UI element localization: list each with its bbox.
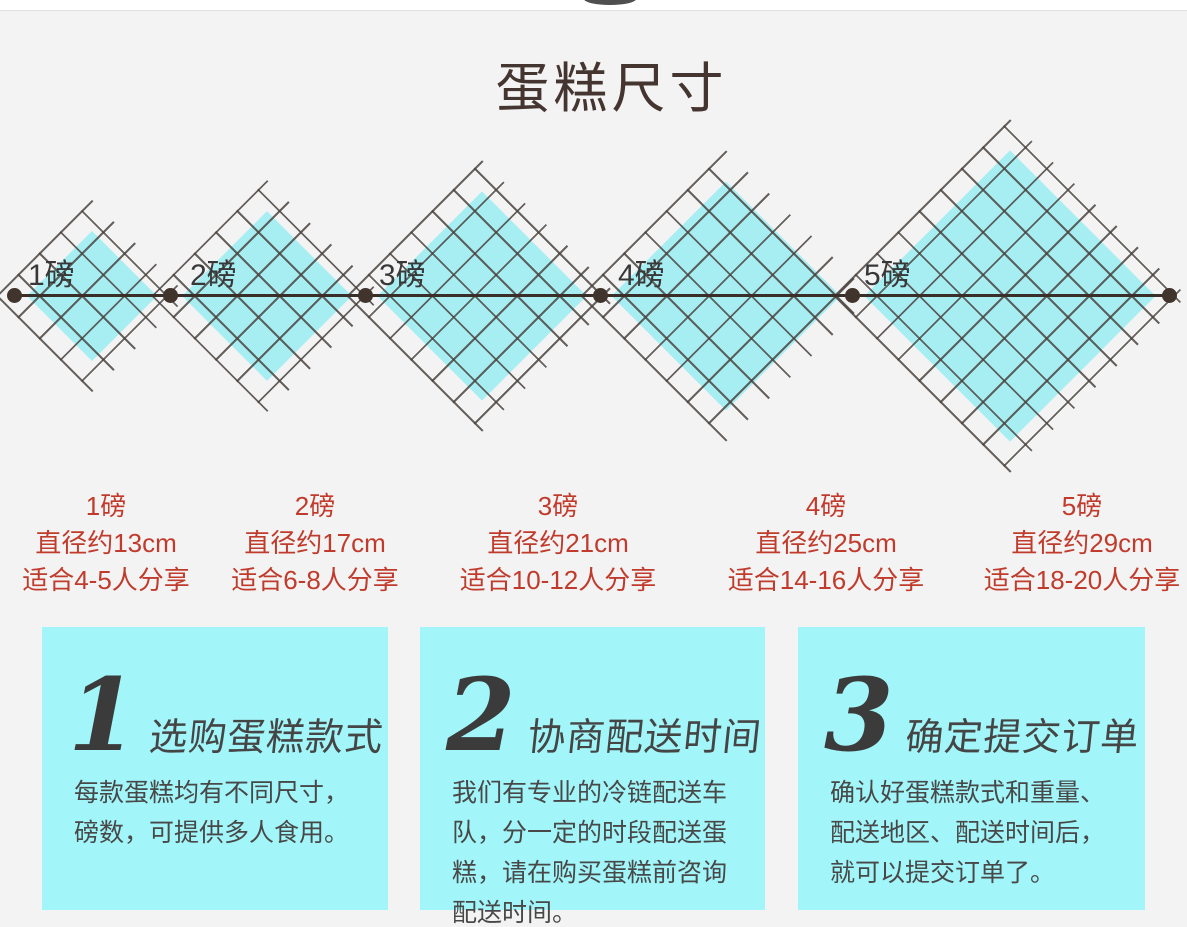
axis-label-4lb: 4磅 bbox=[618, 259, 665, 292]
caption-diameter: 直径约17cm bbox=[244, 528, 386, 558]
cake-size-diagram: 1磅 2磅 3磅 4磅 5磅 bbox=[0, 119, 1187, 473]
step-header: 1 选购蛋糕款式 bbox=[68, 665, 388, 765]
step-header: 3 确定提交订单 bbox=[824, 665, 1145, 765]
top-notch-decoration bbox=[584, 0, 636, 5]
axis-line bbox=[14, 294, 1169, 297]
axis-dot bbox=[1162, 288, 1177, 303]
caption-diameter: 直径约29cm bbox=[1011, 528, 1153, 558]
caption-serving: 适合10-12人分享 bbox=[459, 565, 657, 595]
axis-dot bbox=[845, 288, 860, 303]
size-caption-4lb: 4磅 直径约25cm 适合14-16人分享 bbox=[686, 488, 966, 599]
axis-dot bbox=[593, 288, 608, 303]
size-caption-5lb: 5磅 直径约29cm 适合18-20人分享 bbox=[942, 488, 1187, 599]
axis-label-3lb: 3磅 bbox=[379, 259, 426, 292]
axis-dot bbox=[163, 288, 178, 303]
step-description: 每款蛋糕均有不同尺寸，磅数，可提供多人食用。 bbox=[74, 779, 350, 847]
caption-serving: 适合14-16人分享 bbox=[727, 565, 925, 595]
step-card-1: 1 选购蛋糕款式 每款蛋糕均有不同尺寸，磅数，可提供多人食用。 bbox=[42, 627, 388, 910]
step-header: 2 协商配送时间 bbox=[446, 665, 765, 765]
caption-serving: 适合18-20人分享 bbox=[983, 565, 1181, 595]
axis-dot bbox=[358, 288, 373, 303]
step-number: 1 bbox=[68, 656, 138, 774]
caption-pound: 5磅 bbox=[1061, 491, 1103, 521]
page-title: 蛋糕尺寸 bbox=[495, 59, 728, 119]
caption-diameter: 直径约21cm bbox=[487, 528, 629, 558]
axis-label-2lb: 2磅 bbox=[190, 259, 237, 292]
step-title: 协商配送时间 bbox=[524, 717, 764, 759]
axis-label-5lb: 5磅 bbox=[864, 259, 911, 292]
size-caption-3lb: 3磅 直径约21cm 适合10-12人分享 bbox=[418, 488, 698, 599]
size-caption-1lb: 1磅 直径约13cm 适合4-5人分享 bbox=[0, 488, 246, 599]
size-caption-2lb: 2磅 直径约17cm 适合6-8人分享 bbox=[175, 488, 455, 599]
caption-serving: 适合6-8人分享 bbox=[231, 565, 399, 595]
caption-pound: 4磅 bbox=[805, 491, 847, 521]
axis-dot bbox=[7, 288, 22, 303]
top-strip bbox=[0, 0, 1187, 11]
step-card-3: 3 确定提交订单 确认好蛋糕款式和重量、配送地区、配送时间后，就可以提交订单了。 bbox=[798, 627, 1145, 910]
caption-pound: 1磅 bbox=[85, 491, 127, 521]
step-description: 确认好蛋糕款式和重量、配送地区、配送时间后，就可以提交订单了。 bbox=[830, 779, 1106, 887]
step-number: 2 bbox=[446, 656, 516, 774]
caption-serving: 适合4-5人分享 bbox=[22, 565, 190, 595]
axis-label-1lb: 1磅 bbox=[28, 259, 75, 292]
step-number: 3 bbox=[824, 656, 894, 774]
step-title: 选购蛋糕款式 bbox=[146, 717, 386, 759]
caption-diameter: 直径约25cm bbox=[755, 528, 897, 558]
step-description: 我们有专业的冷链配送车队，分一定的时段配送蛋糕，请在购买蛋糕前咨询配送时间。 bbox=[452, 779, 728, 927]
step-title: 确定提交订单 bbox=[902, 717, 1142, 759]
caption-pound: 3磅 bbox=[537, 491, 579, 521]
step-card-2: 2 协商配送时间 我们有专业的冷链配送车队，分一定的时段配送蛋糕，请在购买蛋糕前… bbox=[420, 627, 765, 927]
caption-diameter: 直径约13cm bbox=[35, 528, 177, 558]
caption-pound: 2磅 bbox=[294, 491, 336, 521]
